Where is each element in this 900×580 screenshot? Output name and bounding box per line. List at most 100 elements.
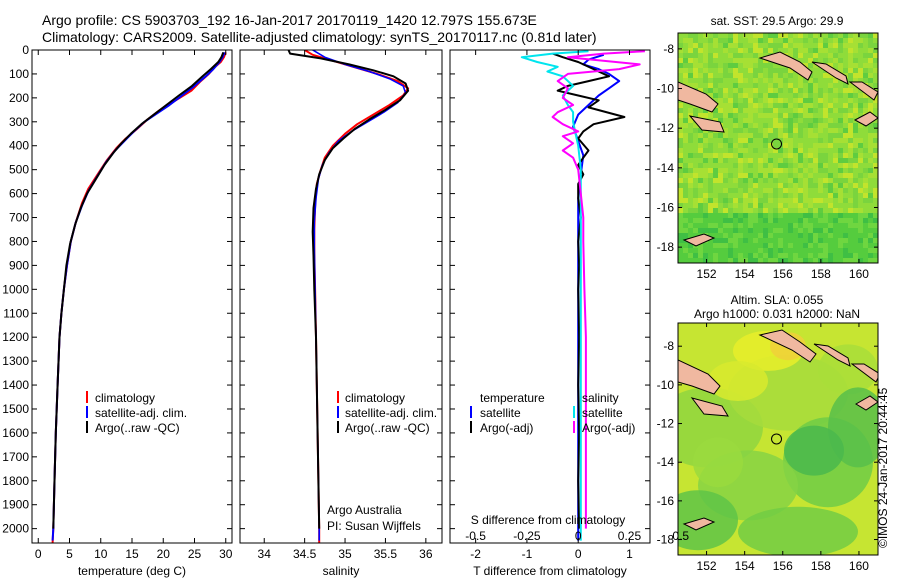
sst-cell bbox=[783, 193, 788, 198]
legend-item: climatology bbox=[95, 391, 155, 405]
sst-cell bbox=[838, 88, 843, 93]
sst-cell bbox=[688, 153, 693, 158]
sst-cell bbox=[738, 188, 743, 193]
legend-heading: salinity bbox=[582, 391, 619, 405]
sst-cell bbox=[738, 178, 743, 183]
sst-cell bbox=[833, 108, 838, 113]
sst-cell bbox=[768, 138, 773, 143]
sst-cell bbox=[678, 253, 683, 258]
sst-cell bbox=[743, 158, 748, 163]
sst-cell bbox=[793, 163, 798, 168]
sst-cell bbox=[693, 228, 698, 233]
sst-cell bbox=[758, 223, 763, 228]
sst-cell bbox=[808, 198, 813, 203]
sst-cell bbox=[753, 38, 758, 43]
sst-cell bbox=[803, 78, 808, 83]
sst-cell bbox=[873, 53, 878, 58]
sst-cell bbox=[743, 98, 748, 103]
sst-cell bbox=[843, 118, 848, 123]
sst-cell bbox=[783, 238, 788, 243]
sst-cell bbox=[838, 203, 843, 208]
sst-cell bbox=[683, 148, 688, 153]
sst-cell bbox=[708, 168, 713, 173]
sst-cell bbox=[688, 213, 693, 218]
sst-cell bbox=[698, 58, 703, 63]
sst-cell bbox=[843, 253, 848, 258]
sst-cell bbox=[858, 178, 863, 183]
sst-cell bbox=[848, 103, 853, 108]
sst-cell bbox=[758, 158, 763, 163]
sst-cell bbox=[733, 138, 738, 143]
sst-cell bbox=[838, 68, 843, 73]
sst-cell bbox=[848, 138, 853, 143]
sst-cell bbox=[713, 208, 718, 213]
sst-cell bbox=[863, 108, 868, 113]
sst-cell bbox=[778, 243, 783, 248]
sst-cell bbox=[683, 48, 688, 53]
sst-cell bbox=[793, 188, 798, 193]
sst-cell bbox=[863, 218, 868, 223]
sst-cell bbox=[858, 68, 863, 73]
sst-cell bbox=[778, 173, 783, 178]
sst-cell bbox=[828, 78, 833, 83]
sst-cell bbox=[713, 158, 718, 163]
sst-cell bbox=[828, 93, 833, 98]
sst-cell bbox=[778, 233, 783, 238]
sst-cell bbox=[843, 83, 848, 88]
sst-cell bbox=[733, 63, 738, 68]
salinity-legend: climatology satellite-adj. clim. Argo(..… bbox=[337, 391, 437, 435]
sst-cell bbox=[813, 238, 818, 243]
sst-cell bbox=[688, 38, 693, 43]
sst-cell bbox=[768, 33, 773, 38]
sst-cell bbox=[693, 133, 698, 138]
sst-cell bbox=[683, 178, 688, 183]
sst-cell bbox=[873, 168, 878, 173]
sst-cell bbox=[703, 203, 708, 208]
sst-cell bbox=[708, 153, 713, 158]
sst-cell bbox=[773, 253, 778, 258]
sst-cell bbox=[853, 38, 858, 43]
sst-cell bbox=[678, 168, 683, 173]
sst-cell bbox=[828, 123, 833, 128]
sla-map: Altim. SLA: 0.055 Argo h1000: 0.031 h200… bbox=[657, 293, 879, 573]
sst-cell bbox=[683, 188, 688, 193]
sst-cell bbox=[788, 118, 793, 123]
island-shape bbox=[758, 329, 817, 363]
sst-cell bbox=[853, 173, 858, 178]
sst-cell bbox=[783, 38, 788, 43]
sst-cell bbox=[798, 258, 803, 263]
sst-cell bbox=[823, 253, 828, 258]
sst-cell bbox=[798, 188, 803, 193]
sst-cell bbox=[823, 103, 828, 108]
sst-cell bbox=[833, 203, 838, 208]
sst-cell bbox=[863, 98, 868, 103]
sst-cell bbox=[793, 43, 798, 48]
sst-cell bbox=[748, 38, 753, 43]
x-tick-label: 1 bbox=[626, 547, 633, 561]
sst-cell bbox=[783, 128, 788, 133]
sst-cell bbox=[713, 163, 718, 168]
sst-cell bbox=[783, 78, 788, 83]
sst-cell bbox=[718, 68, 723, 73]
sst-cell bbox=[788, 48, 793, 53]
sst-cell bbox=[803, 38, 808, 43]
sst-cell bbox=[863, 198, 868, 203]
legend-item: climatology bbox=[345, 391, 405, 405]
sst-cell bbox=[793, 233, 798, 238]
depth-tick-label: 1500 bbox=[2, 402, 29, 416]
sst-cell bbox=[823, 78, 828, 83]
s-difference-tick-label: 0 bbox=[575, 529, 582, 543]
sst-cell bbox=[798, 78, 803, 83]
sst-cell bbox=[863, 238, 868, 243]
sst-cell bbox=[713, 58, 718, 63]
sst-cell bbox=[863, 38, 868, 43]
sst-cell bbox=[778, 248, 783, 253]
argo-location-marker bbox=[771, 138, 783, 150]
sst-cell bbox=[683, 228, 688, 233]
sst-cell bbox=[843, 153, 848, 158]
sst-cell bbox=[813, 103, 818, 108]
sst-cell bbox=[693, 113, 698, 118]
sst-cell bbox=[733, 118, 738, 123]
sst-cell bbox=[873, 128, 878, 133]
x-tick-label: 0 bbox=[575, 547, 582, 561]
